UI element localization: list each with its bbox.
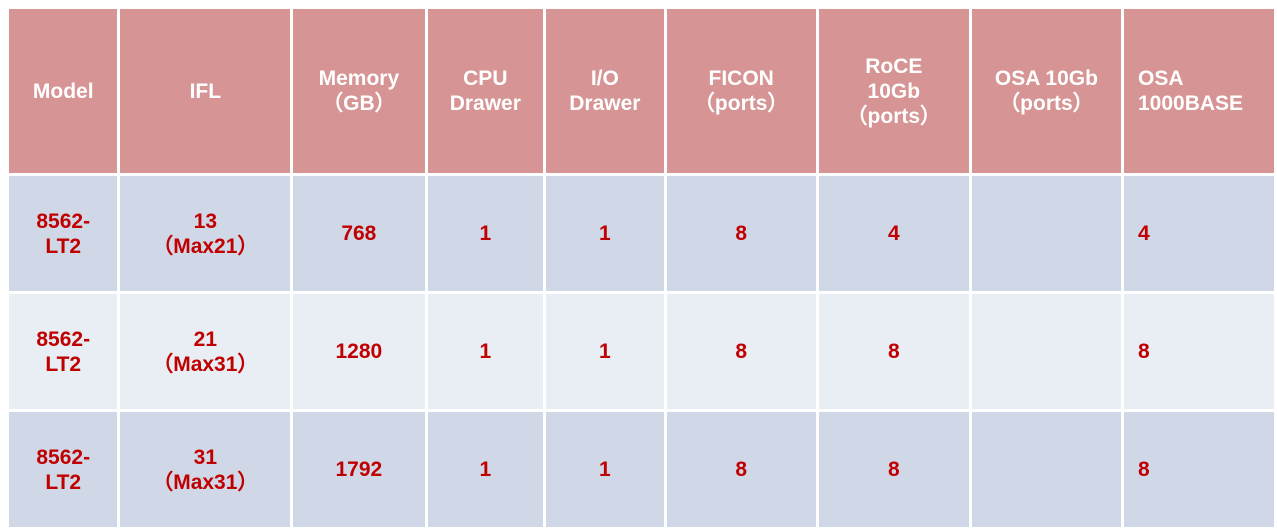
cell-osa1000: 8 (1124, 294, 1274, 409)
cell-roce: 8 (818, 294, 969, 409)
header-ifl: IFL (120, 9, 291, 173)
cell-ifl: 21 （Max31） (120, 294, 291, 409)
header-memory: Memory （GB） (293, 9, 425, 173)
header-model: Model (9, 9, 118, 173)
cell-io: 1 (546, 412, 664, 527)
cell-ifl: 13 （Max21） (120, 176, 291, 291)
cell-ficon: 8 (666, 412, 816, 527)
cell-osa1000: 4 (1124, 176, 1274, 291)
cell-cpu: 1 (427, 412, 544, 527)
header-roce: RoCE 10Gb （ports） (818, 9, 969, 173)
cell-osa10 (971, 412, 1121, 527)
cell-model: 8562- LT2 (9, 176, 118, 291)
cell-ficon: 8 (666, 294, 816, 409)
header-osa-10gb: OSA 10Gb （ports） (971, 9, 1121, 173)
table-row: 8562- LT2 31 （Max31） 1792 1 1 8 8 8 (9, 412, 1274, 527)
cell-ficon: 8 (666, 176, 816, 291)
cell-model: 8562- LT2 (9, 412, 118, 527)
cell-io: 1 (546, 176, 664, 291)
cell-memory: 768 (293, 176, 425, 291)
header-cpu-drawer: CPU Drawer (427, 9, 544, 173)
cell-model: 8562- LT2 (9, 294, 118, 409)
header-osa-1000base: OSA 1000BASE (1124, 9, 1274, 173)
header-ficon: FICON （ports） (666, 9, 816, 173)
table-row: 8562- LT2 13 （Max21） 768 1 1 8 4 4 (9, 176, 1274, 291)
cell-cpu: 1 (427, 176, 544, 291)
cell-memory: 1280 (293, 294, 425, 409)
cell-roce: 4 (818, 176, 969, 291)
cell-osa10 (971, 294, 1121, 409)
header-io-drawer: I/O Drawer (546, 9, 664, 173)
cell-osa10 (971, 176, 1121, 291)
cell-osa1000: 8 (1124, 412, 1274, 527)
cell-memory: 1792 (293, 412, 425, 527)
table-row: 8562- LT2 21 （Max31） 1280 1 1 8 8 8 (9, 294, 1274, 409)
cell-io: 1 (546, 294, 664, 409)
header-row: Model IFL Memory （GB） CPU Drawer I/O Drawer… (9, 9, 1274, 173)
cell-roce: 8 (818, 412, 969, 527)
specs-table: Model IFL Memory （GB） CPU Drawer I/O Drawer… (6, 6, 1277, 530)
cell-ifl: 31 （Max31） (120, 412, 291, 527)
cell-cpu: 1 (427, 294, 544, 409)
